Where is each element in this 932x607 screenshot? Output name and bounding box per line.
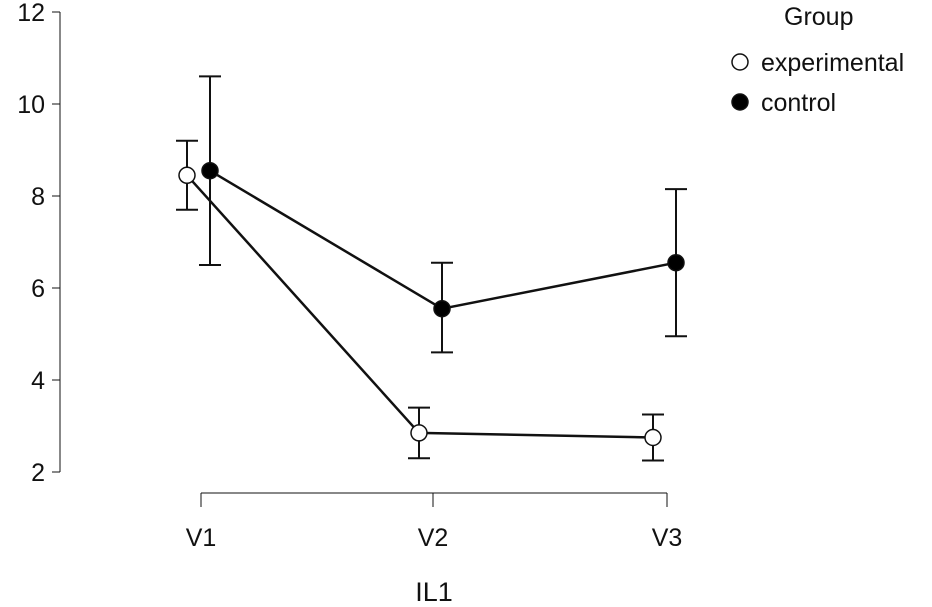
data-point	[201, 161, 219, 180]
x-tick-label: V3	[652, 524, 683, 552]
data-point	[410, 424, 428, 442]
data-point	[433, 299, 451, 318]
legend-label: control	[761, 89, 836, 117]
plot-area	[176, 75, 687, 462]
x-axis-title: IL1	[415, 577, 453, 607]
y-tick-label: 8	[31, 183, 45, 211]
y-tick-label: 2	[31, 459, 45, 487]
data-point	[644, 428, 662, 447]
legend-marker	[731, 53, 749, 71]
x-axis: V1 V2 V3	[186, 492, 683, 552]
legend-marker	[731, 93, 749, 111]
legend: Group experimental control	[731, 3, 904, 117]
legend-title: Group	[784, 3, 853, 31]
y-tick-label: 12	[17, 0, 45, 27]
series-control	[199, 75, 687, 354]
data-point	[667, 253, 685, 272]
data-point	[178, 166, 196, 185]
legend-label: experimental	[761, 49, 904, 77]
y-tick-label: 6	[31, 275, 45, 303]
y-tick-label: 4	[31, 367, 45, 395]
x-tick-label: V2	[418, 524, 449, 552]
y-tick-label: 10	[17, 91, 45, 119]
series-experimental	[176, 139, 664, 462]
y-axis: 2 4 6 8 10 12	[17, 0, 61, 487]
series-line	[186, 174, 654, 439]
x-tick-label: V1	[186, 524, 217, 552]
